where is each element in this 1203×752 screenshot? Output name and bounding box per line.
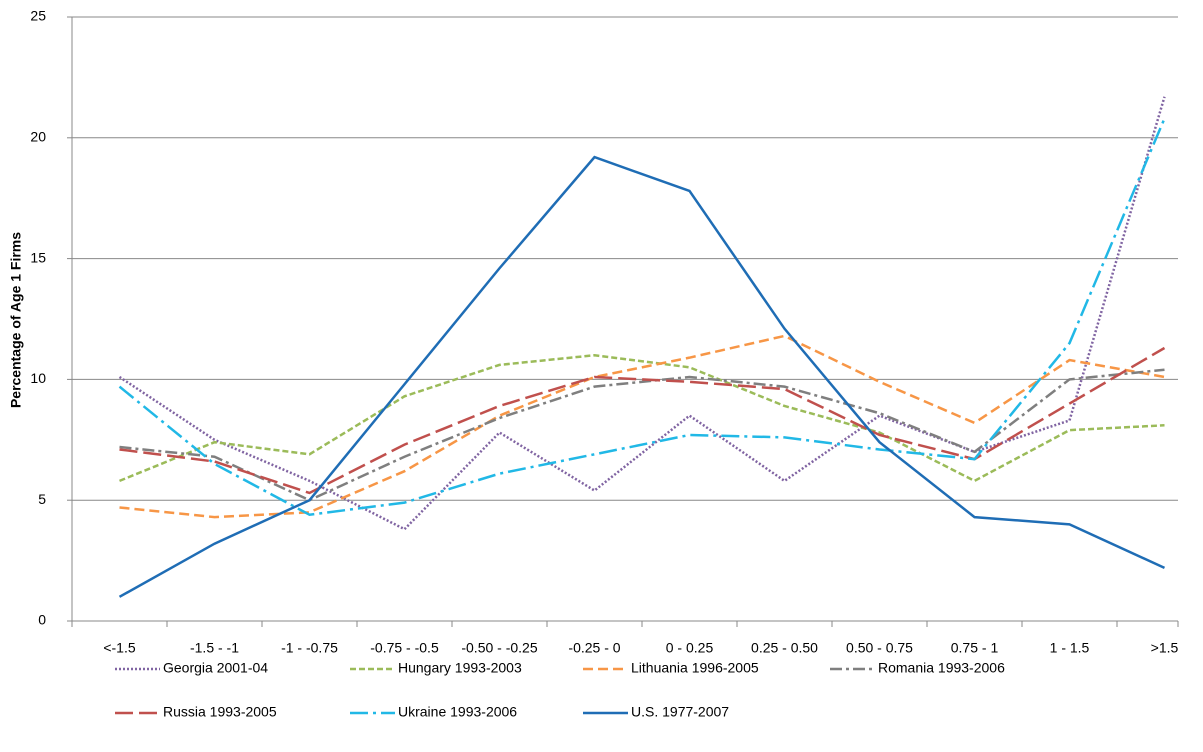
x-tick-label: <-1.5: [103, 640, 136, 656]
series-line: [119, 334, 1165, 519]
x-tick-label: -0.50 - -0.25: [461, 640, 537, 656]
legend-label: Lithuania 1996-2005: [631, 660, 759, 676]
series-line: [118, 155, 1166, 598]
x-tick-label: -1.5 - -1: [190, 640, 239, 656]
series-line: [118, 117, 1166, 516]
x-tick-label: 0.75 - 1: [951, 640, 999, 656]
y-tick-label: 10: [30, 370, 46, 386]
y-axis-label: Percentage of Age 1 Firms: [8, 232, 24, 408]
x-tick-label: -0.75 - -0.5: [370, 640, 439, 656]
x-tick-label: 0 - 0.25: [666, 640, 714, 656]
series-line: [119, 353, 1165, 483]
y-tick-label: 15: [30, 249, 46, 265]
y-tick-label: 5: [38, 491, 46, 507]
x-tick-label: 1 - 1.5: [1050, 640, 1090, 656]
series-line: [119, 368, 1165, 502]
legend-label: U.S. 1977-2007: [631, 704, 729, 720]
legend-label: Romania 1993-2006: [878, 660, 1005, 676]
legend-label: Hungary 1993-2003: [398, 660, 522, 676]
series-line: [118, 96, 1166, 531]
x-tick-label: -0.25 - 0: [568, 640, 620, 656]
legend-label: Russia 1993-2005: [163, 704, 277, 720]
x-tick-label: 0.25 - 0.50: [751, 640, 818, 656]
x-tick-label: -1 - -0.75: [281, 640, 338, 656]
x-tick-label: 0.50 - 0.75: [846, 640, 913, 656]
legend-label: Ukraine 1993-2006: [398, 704, 517, 720]
y-tick-label: 20: [30, 129, 46, 145]
y-tick-label: 0: [38, 612, 46, 628]
series-line: [119, 346, 1166, 495]
x-tick-label: >1.5: [1151, 640, 1179, 656]
legend-label: Georgia 2001-04: [163, 660, 268, 676]
y-tick-label: 25: [30, 8, 46, 24]
